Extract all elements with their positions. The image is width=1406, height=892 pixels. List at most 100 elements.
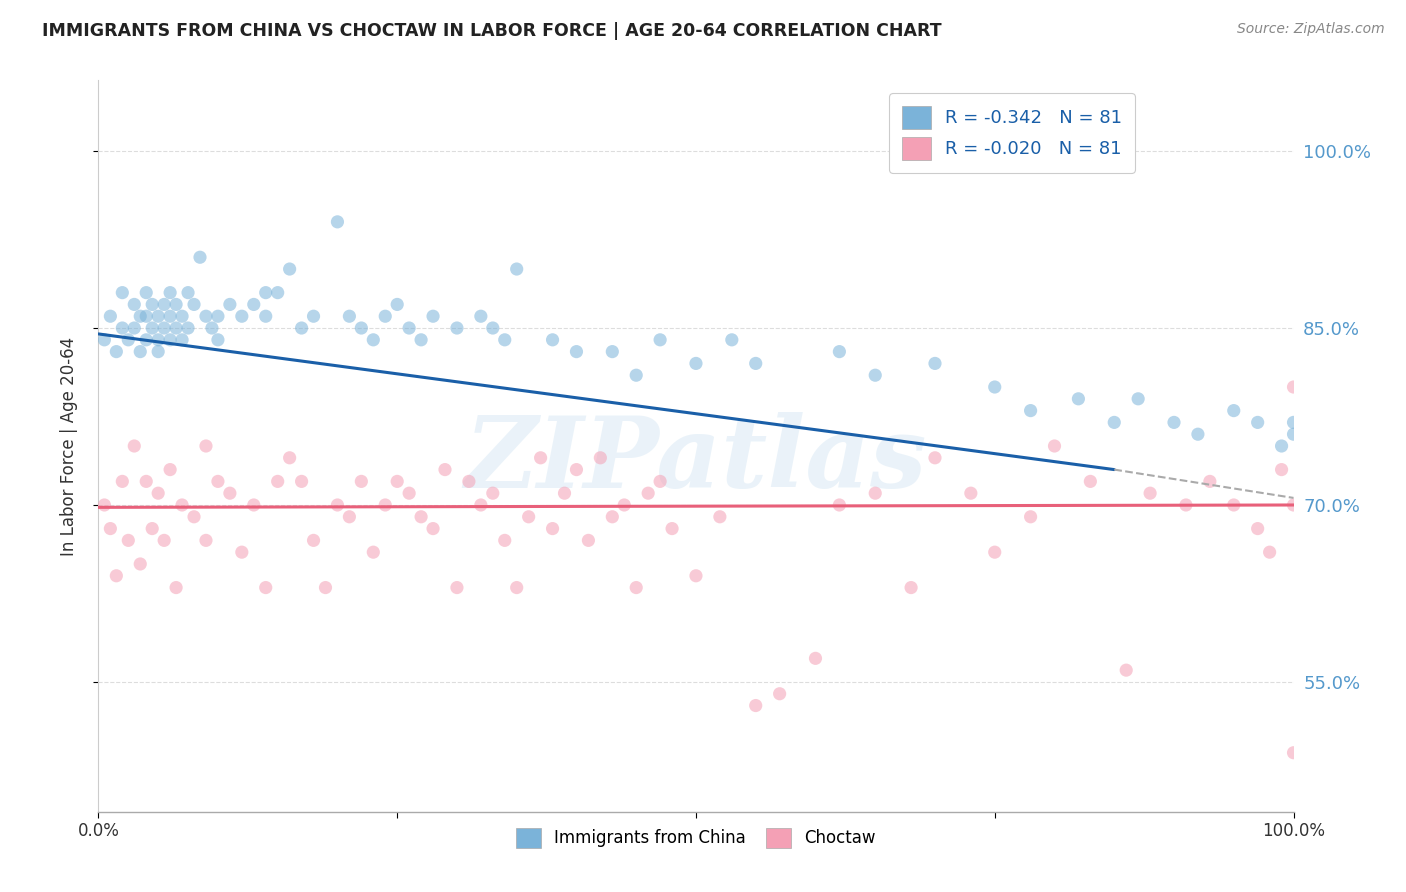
Point: [278, 450, 301, 465]
Point: [141, 522, 163, 536]
Point: [302, 533, 325, 548]
Point: [111, 475, 134, 489]
Point: [434, 462, 457, 476]
Point: [458, 475, 481, 489]
Point: [648, 333, 672, 347]
Point: [201, 321, 224, 335]
Point: [188, 250, 211, 264]
Point: [613, 498, 636, 512]
Point: [117, 533, 139, 548]
Point: [129, 310, 152, 324]
Point: [865, 486, 887, 500]
Point: [172, 333, 194, 347]
Point: [374, 498, 396, 512]
Point: [804, 651, 827, 665]
Point: [385, 297, 409, 311]
Point: [422, 522, 444, 536]
Point: [1247, 522, 1270, 536]
Point: [129, 344, 152, 359]
Point: [159, 285, 181, 300]
Point: [924, 450, 946, 465]
Point: [1080, 475, 1102, 489]
Point: [685, 356, 707, 370]
Point: [1139, 486, 1161, 500]
Point: [1271, 439, 1294, 453]
Point: [243, 297, 266, 311]
Point: [350, 321, 373, 335]
Point: [195, 310, 218, 324]
Point: [129, 557, 152, 571]
Point: [1104, 416, 1126, 430]
Point: [541, 333, 564, 347]
Y-axis label: In Labor Force | Age 20-64: In Labor Force | Age 20-64: [59, 336, 77, 556]
Point: [326, 498, 349, 512]
Point: [148, 486, 170, 500]
Point: [506, 262, 529, 277]
Point: [124, 297, 146, 311]
Point: [148, 310, 170, 324]
Point: [159, 333, 181, 347]
Point: [422, 310, 444, 324]
Point: [141, 321, 163, 335]
Point: [172, 310, 194, 324]
Point: [1163, 416, 1185, 430]
Point: [494, 333, 516, 347]
Point: [105, 568, 128, 582]
Point: [828, 498, 851, 512]
Point: [745, 356, 768, 370]
Point: [326, 215, 349, 229]
Point: [398, 321, 420, 335]
Point: [578, 533, 600, 548]
Point: [865, 368, 887, 383]
Point: [98, 310, 122, 324]
Point: [278, 262, 301, 277]
Point: [219, 297, 242, 311]
Point: [1199, 475, 1222, 489]
Point: [111, 285, 134, 300]
Text: ZIPatlas: ZIPatlas: [465, 412, 927, 508]
Point: [924, 356, 946, 370]
Point: [565, 344, 588, 359]
Point: [350, 475, 373, 489]
Point: [721, 333, 744, 347]
Point: [685, 568, 707, 582]
Point: [1282, 427, 1305, 442]
Point: [828, 344, 851, 359]
Point: [506, 581, 529, 595]
Point: [267, 475, 290, 489]
Point: [1187, 427, 1209, 442]
Point: [374, 310, 396, 324]
Point: [183, 297, 205, 311]
Point: [363, 333, 385, 347]
Point: [159, 462, 181, 476]
Point: [626, 368, 648, 383]
Point: [1282, 498, 1305, 512]
Text: Source: ZipAtlas.com: Source: ZipAtlas.com: [1237, 22, 1385, 37]
Point: [165, 297, 187, 311]
Point: [602, 344, 624, 359]
Point: [745, 698, 768, 713]
Point: [207, 333, 229, 347]
Point: [648, 475, 672, 489]
Point: [243, 498, 266, 512]
Point: [637, 486, 659, 500]
Point: [411, 333, 433, 347]
Point: [470, 498, 492, 512]
Point: [1223, 498, 1246, 512]
Point: [602, 509, 624, 524]
Point: [93, 333, 115, 347]
Point: [159, 310, 181, 324]
Point: [141, 297, 163, 311]
Point: [446, 581, 468, 595]
Point: [494, 533, 516, 548]
Point: [231, 310, 253, 324]
Point: [1282, 746, 1305, 760]
Point: [153, 297, 176, 311]
Point: [267, 285, 290, 300]
Point: [1067, 392, 1090, 406]
Point: [98, 522, 122, 536]
Point: [411, 509, 433, 524]
Point: [481, 321, 505, 335]
Point: [254, 310, 277, 324]
Point: [984, 380, 1007, 394]
